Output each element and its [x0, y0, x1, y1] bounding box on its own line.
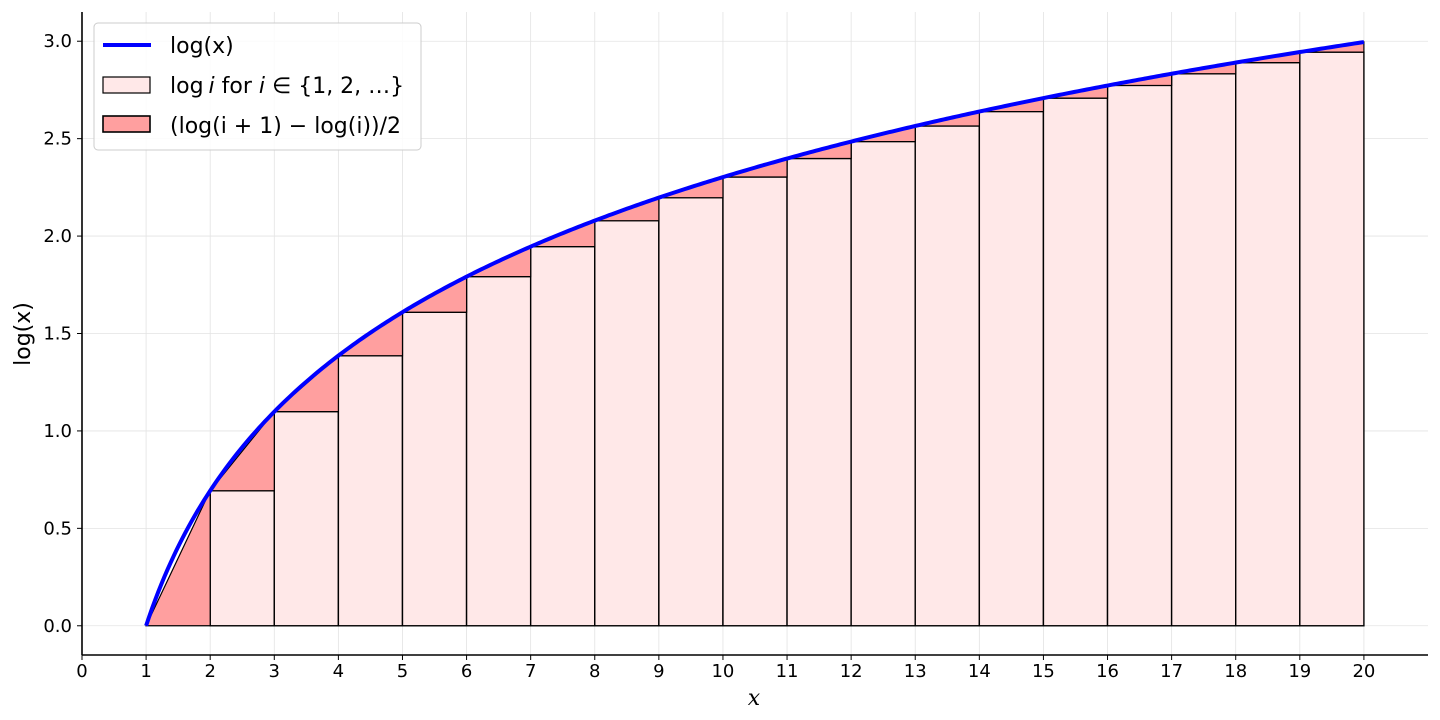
x-tick-label: 15	[1032, 661, 1055, 682]
x-tick-label: 3	[269, 661, 280, 682]
legend-bar-label: log i for i ∈ {1, 2, …}	[170, 74, 404, 99]
x-tick-label: 8	[589, 661, 600, 682]
curve-layer	[144, 40, 1365, 627]
x-tick-label: 18	[1224, 661, 1247, 682]
bar	[337, 355, 404, 627]
bars-layer	[209, 51, 1365, 627]
legend-frame	[93, 22, 422, 151]
log-curve	[144, 40, 1365, 627]
x-tick-label: 9	[653, 661, 664, 682]
y-tick-label: 1.5	[43, 324, 72, 345]
x-tick-label: 12	[840, 661, 863, 682]
x-axis-label: x	[748, 686, 761, 711]
x-tick-label: 10	[711, 661, 734, 682]
bar	[594, 219, 660, 627]
y-axis-label: log(x)	[11, 302, 36, 366]
triangle	[145, 490, 211, 627]
y-tick-label: 0.5	[43, 518, 72, 539]
bar	[465, 275, 532, 627]
legend-bar-label-var2: i	[259, 74, 265, 99]
legend-bar-label-set: ∈ {1, 2, …}	[265, 74, 404, 99]
bar	[1299, 51, 1365, 627]
x-tick-label: 17	[1160, 661, 1183, 682]
x-ticks: 0 1 2 3 4 5 6 7 8 9 10 11 12 13 14 15 16 17 18 19 20	[76, 655, 1375, 682]
y-tick-label: 2.5	[43, 129, 72, 150]
x-tick-label: 11	[776, 661, 799, 682]
y-ticks: 0.0 0.5 1.0 1.5 2.0 2.5 3.0	[43, 31, 82, 637]
bar	[401, 311, 468, 627]
legend: log(x) log i for i ∈ {1, 2, …} (log(i + 1…	[93, 22, 422, 151]
bar	[273, 410, 340, 627]
y-tick-label: 0.0	[43, 616, 72, 637]
legend-line-label: log(x)	[170, 34, 234, 59]
x-tick-label: 16	[1096, 661, 1119, 682]
x-tick-label: 1	[140, 661, 151, 682]
bar	[1235, 61, 1301, 627]
x-tick-label: 20	[1352, 661, 1375, 682]
x-tick-label: 7	[525, 661, 536, 682]
x-tick-label: 13	[904, 661, 927, 682]
bar	[209, 490, 275, 627]
legend-triangle-swatch	[102, 115, 151, 133]
bar	[786, 157, 852, 627]
bar	[978, 110, 1045, 627]
x-tick-label: 5	[397, 661, 408, 682]
x-tick-label: 0	[76, 661, 87, 682]
x-tick-label: 2	[204, 661, 215, 682]
bar	[1170, 73, 1237, 627]
y-tick-label: 1.0	[43, 421, 72, 442]
legend-bar-label-log: log	[170, 74, 204, 99]
x-tick-label: 19	[1288, 661, 1311, 682]
y-tick-label: 3.0	[43, 31, 72, 52]
bar	[1106, 84, 1173, 627]
x-tick-label: 14	[968, 661, 991, 682]
legend-triangle-label: (log(i + 1) − log(i))/2	[170, 114, 401, 139]
legend-bar-label-var: i	[209, 74, 215, 99]
x-tick-label: 6	[461, 661, 472, 682]
x-tick-label: 4	[333, 661, 344, 682]
bar	[722, 176, 788, 627]
y-tick-label: 2.0	[43, 226, 72, 247]
bar	[914, 125, 981, 627]
legend-bar-swatch	[102, 76, 151, 94]
bar	[1042, 97, 1109, 627]
legend-bar-label-for: for	[215, 74, 259, 99]
bar	[658, 196, 724, 627]
bar	[850, 140, 916, 627]
bar	[529, 245, 596, 627]
